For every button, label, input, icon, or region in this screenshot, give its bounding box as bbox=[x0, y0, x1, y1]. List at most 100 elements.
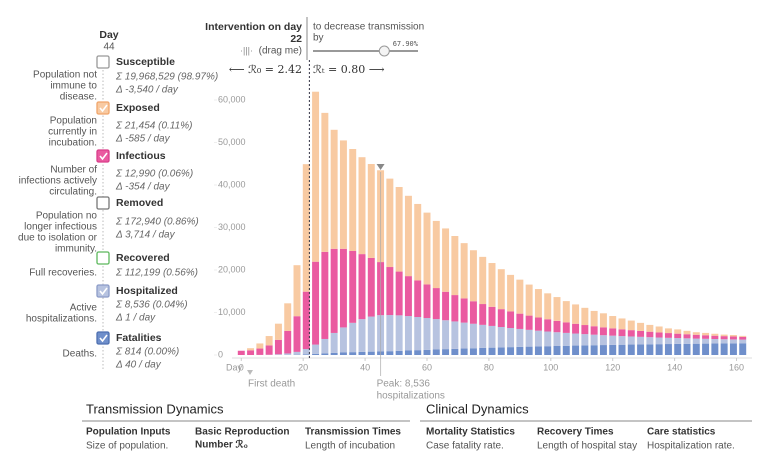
checkmark bbox=[99, 104, 108, 113]
column-heading: Basic Reproduction bbox=[195, 427, 289, 438]
bar-segment bbox=[404, 276, 412, 317]
bar-segment bbox=[432, 319, 440, 350]
bar-segment bbox=[256, 343, 264, 349]
bar-segment bbox=[293, 351, 301, 355]
bar-segment bbox=[646, 344, 654, 355]
bar-segment bbox=[339, 352, 347, 355]
x-tick-label: 140 bbox=[667, 362, 682, 372]
series-label: Infectious bbox=[116, 150, 166, 162]
bar-segment bbox=[720, 336, 728, 340]
bar-segment bbox=[590, 326, 598, 335]
peak-marker bbox=[376, 164, 385, 170]
bar-segment bbox=[739, 339, 747, 344]
series-label: Fatalities bbox=[116, 332, 162, 344]
checkbox[interactable] bbox=[96, 55, 110, 69]
y-tick-label: 40,000 bbox=[218, 179, 246, 189]
bar-segment bbox=[664, 344, 672, 355]
bar-segment bbox=[683, 334, 691, 339]
bar-segment bbox=[330, 129, 338, 249]
bar-segment bbox=[627, 344, 635, 355]
bar-segment bbox=[339, 248, 347, 328]
bar-segment bbox=[442, 320, 450, 350]
bar-segment bbox=[702, 332, 710, 336]
checkbox[interactable] bbox=[96, 331, 110, 345]
bar-segment bbox=[711, 333, 719, 336]
description: Active bbox=[70, 303, 98, 314]
bar-segment bbox=[312, 91, 320, 262]
bar-segment bbox=[637, 322, 645, 331]
y-tick-label: 60,000 bbox=[218, 94, 246, 104]
bar-segment bbox=[599, 327, 607, 336]
bar-segment bbox=[460, 298, 468, 323]
slider-knob[interactable] bbox=[378, 45, 390, 57]
bar-segment bbox=[460, 322, 468, 349]
series-label: Exposed bbox=[116, 102, 160, 114]
bar-segment bbox=[358, 254, 366, 320]
rate: Δ -354 / day bbox=[115, 182, 171, 193]
intervention-label: Intervention on day bbox=[205, 21, 302, 33]
x-tick-label: 80 bbox=[484, 362, 494, 372]
bar-segment bbox=[692, 332, 700, 335]
checkmark bbox=[99, 287, 108, 296]
series-label: Recovered bbox=[116, 252, 170, 264]
x-tick-label: 60 bbox=[422, 362, 432, 372]
checkmark bbox=[99, 334, 108, 343]
section-title: Transmission Dynamics bbox=[86, 401, 224, 416]
bar-segment bbox=[581, 325, 589, 335]
bar-segment bbox=[469, 250, 477, 302]
bar-segment bbox=[274, 339, 282, 355]
checkbox[interactable] bbox=[96, 101, 110, 115]
bar-segment bbox=[544, 331, 552, 347]
bar-segment bbox=[525, 346, 533, 355]
bar-segment bbox=[488, 347, 496, 355]
bar-segment bbox=[302, 164, 310, 292]
description: immunity. bbox=[55, 244, 97, 255]
column-text: Length of incubation bbox=[305, 441, 395, 452]
bar-segment bbox=[729, 335, 737, 337]
bar-segment bbox=[284, 353, 292, 355]
bar-segment bbox=[553, 345, 561, 355]
checkbox[interactable] bbox=[96, 251, 110, 265]
bar-segment bbox=[488, 306, 496, 326]
bar-segment bbox=[720, 343, 728, 355]
bar-segment bbox=[618, 318, 626, 330]
series-label: Susceptible bbox=[116, 56, 175, 68]
bar-segment bbox=[312, 261, 320, 345]
bar-segment bbox=[618, 336, 626, 345]
x-tick-label: 0 bbox=[239, 362, 244, 372]
bar-segment bbox=[729, 339, 737, 344]
checkbox[interactable] bbox=[96, 149, 110, 163]
bar-segment bbox=[590, 334, 598, 346]
bar-segment bbox=[265, 336, 273, 346]
bar-segment bbox=[497, 309, 505, 327]
bar-segment bbox=[609, 335, 617, 345]
bar-segment bbox=[739, 343, 747, 355]
bar-segment bbox=[507, 328, 515, 348]
bar-segment bbox=[321, 251, 329, 339]
checkbox[interactable] bbox=[96, 196, 110, 210]
intervention-day[interactable]: 22 bbox=[290, 33, 302, 45]
bar-segment bbox=[349, 251, 357, 323]
bar-segment bbox=[367, 164, 375, 258]
checkbox[interactable] bbox=[96, 284, 110, 298]
total: Σ 12,990 (0.06%) bbox=[115, 169, 193, 180]
bar-segment bbox=[618, 329, 626, 337]
bar-segment bbox=[414, 280, 422, 318]
bar-segment bbox=[609, 344, 617, 355]
column-heading: Transmission Times bbox=[305, 427, 401, 438]
bar-segment bbox=[404, 195, 412, 277]
x-tick-label: 160 bbox=[729, 362, 744, 372]
bar-segment bbox=[432, 349, 440, 355]
description: infections actively bbox=[19, 176, 97, 187]
rate: Δ 3,714 / day bbox=[115, 230, 176, 241]
total: Σ 814 (0.00%) bbox=[115, 347, 179, 358]
bar-segment bbox=[330, 332, 338, 353]
description: due to isolation or bbox=[18, 233, 98, 244]
bar-segment bbox=[488, 263, 496, 307]
bar-segment bbox=[247, 348, 255, 351]
bottom-panel: Transmission Dynamics Population Inputs Si… bbox=[82, 401, 752, 452]
decrease-label: to decrease transmission bbox=[313, 22, 424, 33]
total: Σ 172,940 (0.86%) bbox=[115, 217, 199, 228]
description: Population no bbox=[36, 211, 98, 222]
bar-segment bbox=[627, 330, 635, 337]
